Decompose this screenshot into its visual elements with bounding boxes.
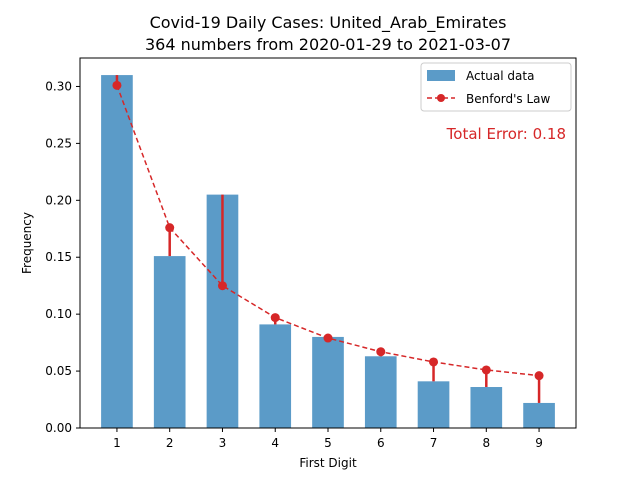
y-tick-label: 0.25 bbox=[45, 136, 72, 150]
x-tick-label: 9 bbox=[535, 436, 543, 450]
bars-group bbox=[101, 75, 555, 429]
y-tick-label: 0.15 bbox=[45, 250, 72, 264]
x-tick-label: 4 bbox=[271, 436, 279, 450]
bar-digit-9 bbox=[523, 402, 555, 428]
x-tick-label: 7 bbox=[430, 436, 438, 450]
y-tick-label: 0.05 bbox=[45, 364, 72, 378]
legend-label-actual: Actual data bbox=[466, 69, 534, 83]
benford-point-digit-1 bbox=[112, 80, 122, 90]
benford-point-digit-2 bbox=[165, 223, 175, 233]
benford-point-digit-6 bbox=[376, 347, 386, 357]
benford-point-digit-7 bbox=[429, 357, 439, 367]
bar-digit-6 bbox=[364, 356, 397, 428]
chart-title-line1: Covid-19 Daily Cases: United_Arab_Emirat… bbox=[150, 13, 507, 33]
legend-marker bbox=[437, 94, 445, 102]
legend-label-benford: Benford's Law bbox=[466, 92, 551, 106]
y-tick-label: 0.20 bbox=[45, 193, 72, 207]
bar-digit-4 bbox=[259, 324, 292, 428]
benford-point-digit-9 bbox=[534, 371, 544, 381]
x-tick-label: 1 bbox=[113, 436, 121, 450]
benford-point-digit-8 bbox=[481, 365, 491, 375]
benford-line-group bbox=[112, 80, 544, 381]
x-tick-label: 3 bbox=[219, 436, 227, 450]
y-ticks-group: 0.00 0.05 0.10 0.15 0.20 0.25 0.30 bbox=[45, 79, 80, 435]
y-tick-label: 0.00 bbox=[45, 421, 72, 435]
chart-title-line2: 364 numbers from 2020-01-29 to 2021-03-0… bbox=[145, 35, 511, 54]
y-tick-label: 0.10 bbox=[45, 307, 72, 321]
total-error-annotation: Total Error: 0.18 bbox=[446, 125, 566, 143]
x-tick-label: 8 bbox=[482, 436, 490, 450]
x-ticks-group: 1 2 3 4 5 6 7 8 9 bbox=[113, 428, 543, 450]
y-axis-label: Frequency bbox=[20, 212, 34, 274]
y-tick-label: 0.30 bbox=[45, 79, 72, 93]
x-tick-label: 6 bbox=[377, 436, 385, 450]
bar-digit-7 bbox=[417, 381, 450, 428]
x-tick-label: 2 bbox=[166, 436, 174, 450]
x-tick-label: 5 bbox=[324, 436, 332, 450]
bar-digit-8 bbox=[470, 387, 503, 428]
bar-digit-2 bbox=[153, 256, 186, 428]
legend: Actual data Benford's Law bbox=[420, 62, 572, 112]
benford-point-digit-4 bbox=[270, 313, 280, 323]
benford-point-digit-3 bbox=[217, 281, 227, 291]
legend-bar-swatch bbox=[427, 70, 455, 81]
legend-box bbox=[420, 62, 572, 112]
x-axis-label: First Digit bbox=[299, 456, 357, 470]
bar-digit-5 bbox=[312, 336, 344, 428]
benford-point-digit-5 bbox=[323, 333, 333, 343]
bar-digit-1 bbox=[101, 75, 133, 429]
